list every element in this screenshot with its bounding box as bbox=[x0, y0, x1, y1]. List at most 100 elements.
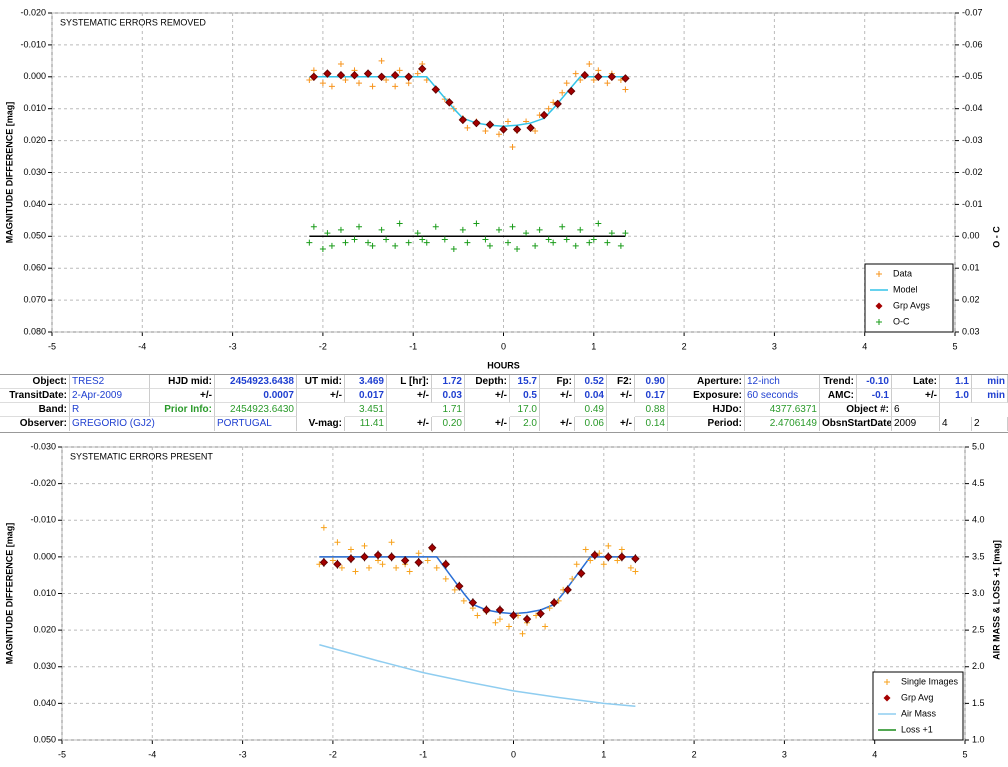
data-point bbox=[622, 230, 629, 237]
data-point bbox=[559, 89, 566, 96]
table-cell: HJDo: bbox=[668, 403, 745, 417]
data-point bbox=[555, 597, 562, 604]
x-axis-label: HOURS bbox=[487, 360, 520, 370]
data-point bbox=[505, 623, 512, 630]
legend-swatch bbox=[876, 271, 882, 277]
y-tick-label: 0.030 bbox=[33, 661, 56, 671]
y-tick-label: 0.070 bbox=[23, 294, 46, 304]
data-point bbox=[464, 124, 471, 131]
data-point bbox=[319, 246, 326, 253]
y2-tick-label: -0.05 bbox=[962, 71, 983, 81]
table-cell: 0.90 bbox=[635, 375, 668, 389]
table-cell: 0.0007 bbox=[215, 389, 297, 403]
y-tick-label: 0.020 bbox=[33, 625, 56, 635]
table-cell: 0.20 bbox=[432, 417, 465, 431]
group-average bbox=[390, 70, 400, 80]
data-point bbox=[627, 564, 634, 571]
data-point bbox=[586, 61, 593, 68]
table-cell: 0.5 bbox=[510, 389, 540, 403]
data-point bbox=[509, 223, 516, 230]
table-cell: 6 bbox=[892, 403, 940, 417]
y2-tick-label: 5.0 bbox=[972, 441, 985, 451]
table-cell: 1.72 bbox=[432, 375, 465, 389]
group-average bbox=[333, 559, 342, 569]
group-average bbox=[590, 550, 599, 560]
table-cell: 60 seconds bbox=[745, 389, 820, 403]
data-point bbox=[473, 220, 480, 227]
legend-label: Data bbox=[893, 268, 912, 278]
group-average bbox=[631, 554, 640, 563]
table-cell: Depth: bbox=[465, 375, 510, 389]
y2-tick-label: 1.5 bbox=[972, 698, 985, 708]
data-point bbox=[342, 239, 349, 246]
group-average bbox=[526, 123, 535, 133]
y-tick-label: 0.000 bbox=[23, 71, 46, 81]
data-point bbox=[442, 575, 449, 582]
x-tick-label: 4 bbox=[872, 749, 877, 759]
y2-tick-label: 4.5 bbox=[972, 478, 985, 488]
table-cell: 11.41 bbox=[345, 417, 387, 431]
group-average bbox=[563, 585, 572, 595]
group-average bbox=[414, 558, 423, 567]
legend-swatch bbox=[875, 302, 883, 310]
data-point bbox=[405, 239, 412, 246]
data-point bbox=[632, 568, 639, 575]
y2-tick-label: -0.06 bbox=[962, 39, 983, 49]
data-point bbox=[622, 86, 629, 93]
x-tick-label: 3 bbox=[782, 749, 787, 759]
y2-tick-label: 3.0 bbox=[972, 588, 985, 598]
y2-tick-label: -0.07 bbox=[962, 7, 983, 17]
data-point bbox=[342, 76, 349, 83]
data-point bbox=[533, 612, 540, 619]
y2-tick-label: 4.0 bbox=[972, 515, 985, 525]
table-cell: PORTUGAL bbox=[215, 417, 297, 431]
x-tick-label: 1 bbox=[601, 749, 606, 759]
data-point bbox=[441, 236, 448, 243]
data-point bbox=[306, 239, 313, 246]
data-point bbox=[519, 630, 526, 637]
data-point bbox=[590, 236, 597, 243]
data-point bbox=[459, 226, 466, 233]
legend-box bbox=[864, 263, 954, 333]
annotation: SYSTEMATIC ERRORS PRESENT bbox=[70, 451, 213, 461]
x-tick-label: -3 bbox=[229, 341, 237, 351]
data-point bbox=[329, 557, 336, 564]
table-cell: 0.52 bbox=[575, 375, 607, 389]
table-cell: 4 bbox=[940, 417, 972, 431]
x-tick-label: -4 bbox=[148, 749, 156, 759]
data-point bbox=[563, 80, 570, 87]
y-tick-label: -0.020 bbox=[20, 7, 46, 17]
group-average bbox=[482, 605, 491, 615]
x-tick-label: -2 bbox=[329, 749, 337, 759]
legend-label: Model bbox=[893, 284, 918, 294]
table-cell: 0.49 bbox=[575, 403, 607, 417]
table-cell: TRES2 bbox=[70, 375, 150, 389]
data-point bbox=[542, 623, 549, 630]
table-cell: 1.0 bbox=[940, 389, 972, 403]
y2-tick-label: 0.03 bbox=[962, 326, 980, 336]
table-cell: 1.1 bbox=[940, 375, 972, 389]
y-tick-label: 0.000 bbox=[33, 551, 56, 561]
data-point bbox=[378, 226, 385, 233]
table-cell: +/- bbox=[892, 389, 940, 403]
data-point bbox=[605, 542, 612, 549]
table-cell: -0.10 bbox=[857, 375, 892, 389]
data-point bbox=[460, 597, 467, 604]
y-tick-label: 0.040 bbox=[23, 199, 46, 209]
group-average bbox=[499, 125, 508, 134]
y2-tick-label: 0.02 bbox=[962, 294, 980, 304]
y2-axis-label: AIR MASS & LOSS +1 [mag] bbox=[991, 540, 1001, 660]
table-cell: 17.0 bbox=[510, 403, 540, 417]
y2-tick-label: 0.01 bbox=[962, 263, 980, 273]
table-cell: +/- bbox=[540, 417, 575, 431]
data-point bbox=[347, 546, 354, 553]
table-cell: 3.451 bbox=[345, 403, 387, 417]
data-point bbox=[378, 57, 385, 64]
data-point bbox=[532, 128, 539, 135]
table-cell: 2-Apr-2009 bbox=[70, 389, 150, 403]
x-tick-label: 2 bbox=[682, 341, 687, 351]
y-tick-label: -0.020 bbox=[30, 478, 56, 488]
group-average bbox=[617, 552, 627, 562]
group-average bbox=[468, 598, 478, 607]
